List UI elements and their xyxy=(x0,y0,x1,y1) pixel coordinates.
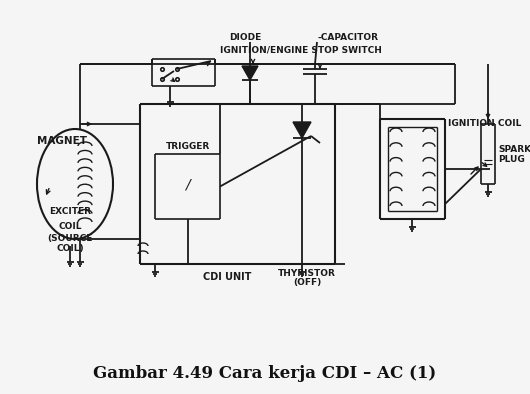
Polygon shape xyxy=(293,122,311,138)
Text: COIL): COIL) xyxy=(56,244,84,253)
Text: PLUG: PLUG xyxy=(498,154,525,164)
Text: (OFF): (OFF) xyxy=(293,278,321,287)
Polygon shape xyxy=(242,66,258,80)
Text: (SOURCE: (SOURCE xyxy=(47,234,93,243)
Text: Gambar 4.49 Cara kerja CDI – AC (1): Gambar 4.49 Cara kerja CDI – AC (1) xyxy=(93,366,437,383)
Text: IGNITION/ENGINE STOP SWITCH: IGNITION/ENGINE STOP SWITCH xyxy=(220,45,382,54)
Text: DIODE: DIODE xyxy=(229,33,261,42)
Text: MAGNET: MAGNET xyxy=(37,136,87,146)
Text: TRIGGER: TRIGGER xyxy=(165,142,210,151)
Text: COIL: COIL xyxy=(58,222,82,231)
Text: -CAPACITOR: -CAPACITOR xyxy=(317,33,378,42)
Text: CDI UNIT: CDI UNIT xyxy=(204,272,252,282)
Ellipse shape xyxy=(37,129,113,239)
Text: /: / xyxy=(185,178,190,191)
Text: SPARK: SPARK xyxy=(498,145,530,154)
Text: THYRISTOR: THYRISTOR xyxy=(278,269,336,278)
Text: IGNITION COIL: IGNITION COIL xyxy=(448,119,522,128)
Text: EXCITER: EXCITER xyxy=(49,207,91,216)
